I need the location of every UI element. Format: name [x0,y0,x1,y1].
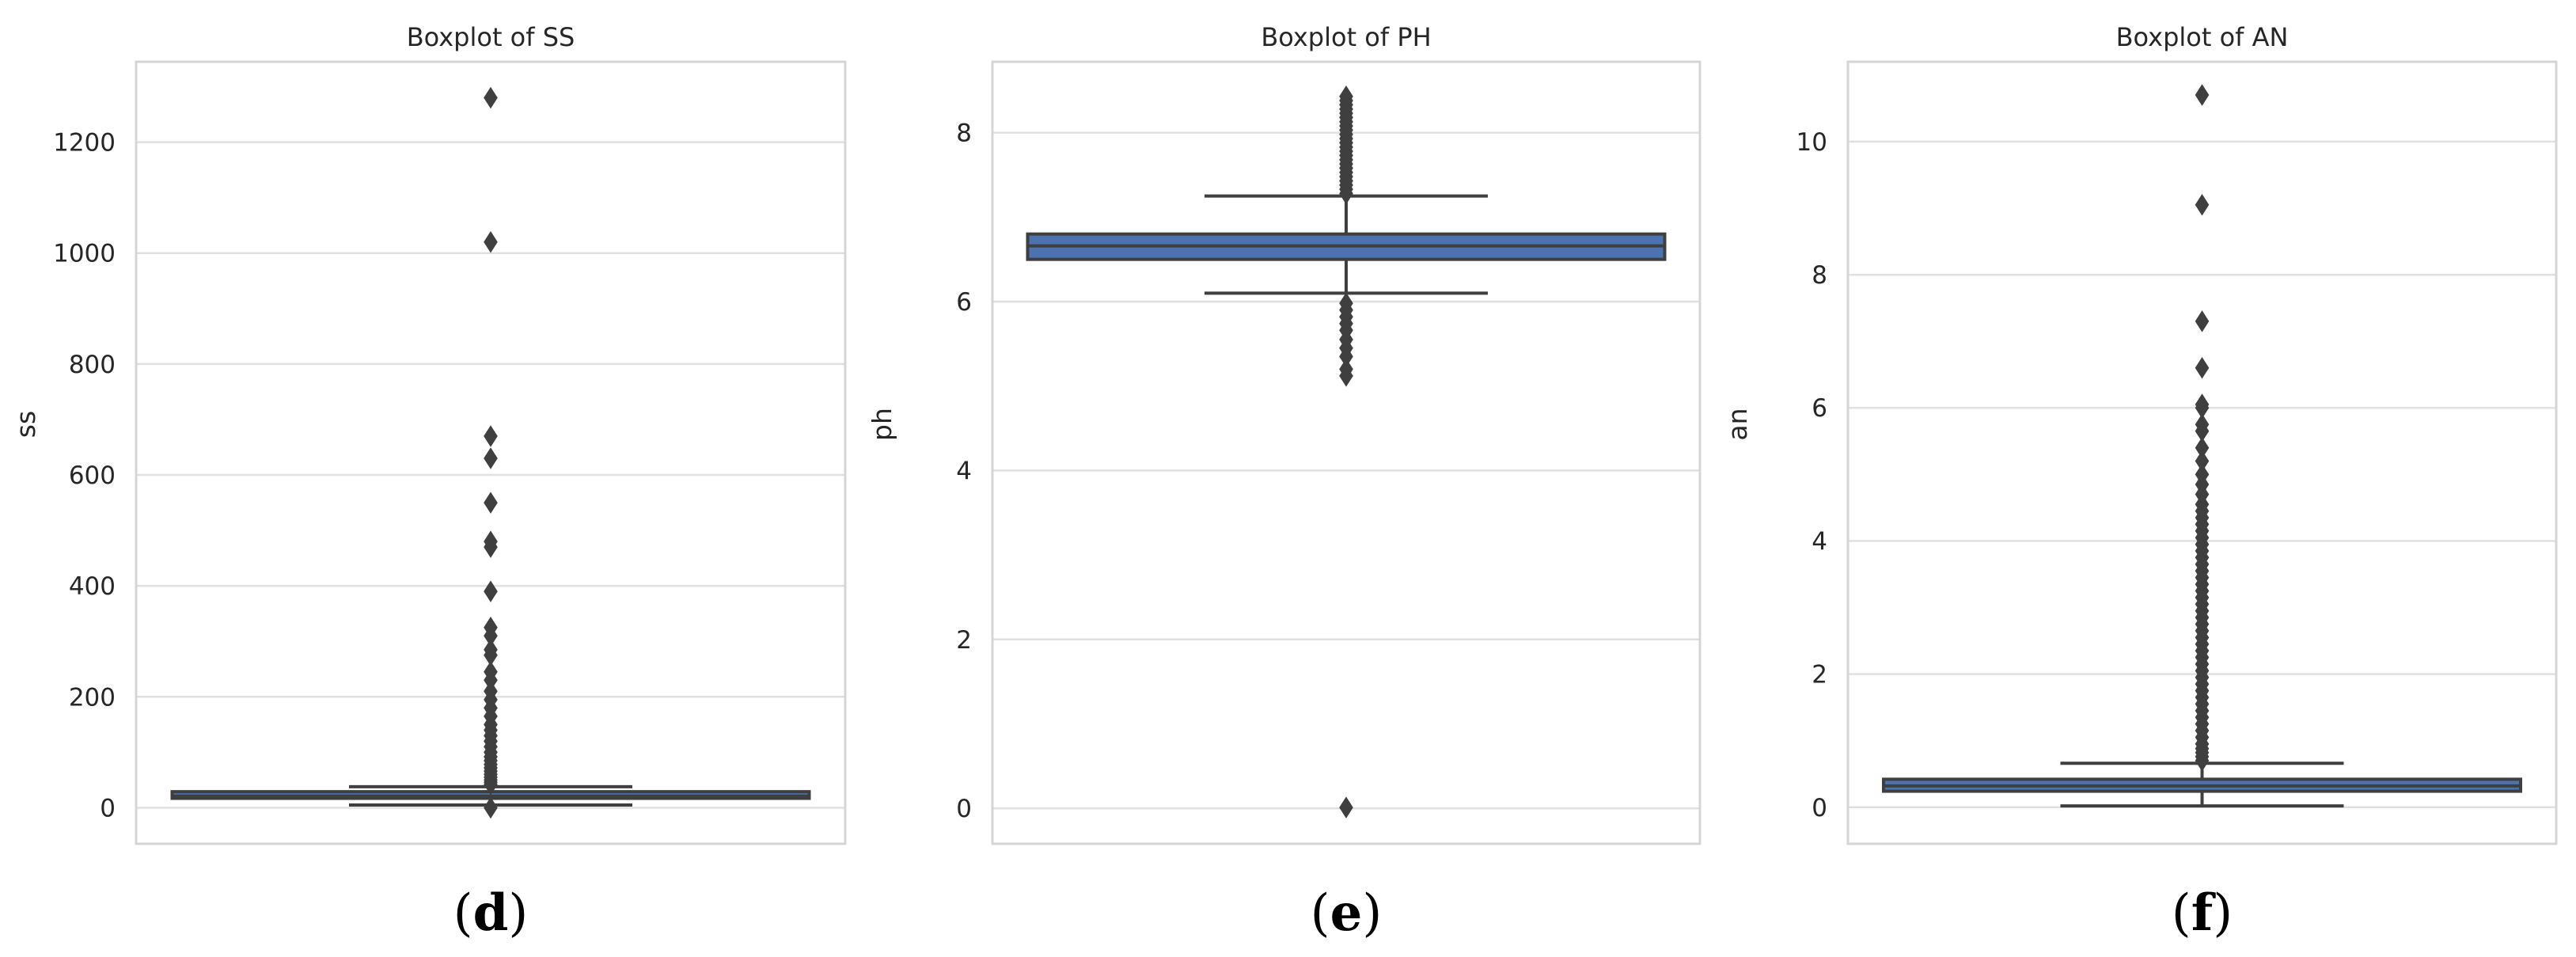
caption-open: ( [453,884,473,943]
y-tick-label: 8 [1812,261,1827,290]
caption-close: ) [508,884,528,943]
axes-frame [135,60,847,845]
y-tick-label: 10 [1796,128,1827,157]
y-tick-label: 6 [1812,394,1827,423]
outlier-point [2195,450,2210,473]
outlier-point [484,796,498,819]
outlier-point [2195,194,2210,216]
panel-an: 0 2 4 6 8 10 Boxplot of AN an (f) [1722,22,2558,943]
caption-letter: f [2191,883,2216,943]
y-tick-label: 0 [1812,794,1827,822]
outlier-point [484,625,498,647]
panel-caption: (f) [2172,883,2233,943]
y-tick-label: 6 [956,288,972,317]
y-axis-label: ss [10,411,41,438]
outlier-point [484,773,498,796]
y-tick-label: 8 [956,120,972,148]
outlier-point [484,230,498,253]
y-axis-label: an [1722,408,1753,440]
y-tick-label: 4 [956,457,972,485]
outlier-point [2195,750,2210,772]
panel-caption: (e) [1311,883,1383,943]
y-tick-label: 600 [69,461,116,490]
panel-ph: 0 2 4 6 8 Boxplot of PH ph (e) [867,22,1702,943]
y-tick-label: 0 [956,795,972,823]
y-tick-label: 1000 [53,240,116,268]
outlier-point [484,644,498,666]
caption-open: ( [1311,884,1330,943]
outlier-point [484,86,498,109]
outlier-point [2195,397,2210,419]
outlier-point [484,447,498,469]
outlier-point [1339,796,1353,818]
caption-letter: d [473,883,509,943]
chart-title: Boxplot of PH [1261,22,1431,52]
outlier-point [2195,357,2210,379]
y-tick-label: 2 [956,626,972,655]
outlier-point [1339,182,1353,205]
outlier-point [1339,365,1353,387]
outlier-point [484,492,498,514]
outlier-point [484,425,498,447]
outlier-point [2195,436,2210,459]
panel-ss: 0 200 400 600 800 1000 1200 Boxplot of SS ss (d) [10,22,847,943]
caption-open: ( [2172,884,2191,943]
outlier-point [2195,310,2210,332]
y-tick-label: 200 [69,683,116,712]
y-tick-label: 2 [1812,661,1827,689]
axes-frame [991,60,1702,845]
chart-title: Boxplot of SS [407,22,575,52]
outlier-point [484,580,498,602]
y-tick-label: 800 [69,351,116,379]
caption-close: ) [2213,884,2233,943]
axes-frame [1846,60,2558,845]
outlier-point [2195,84,2210,106]
panel-caption: (d) [453,883,529,943]
y-tick-label: 0 [100,794,116,822]
outlier-point [2195,420,2210,442]
outlier-point [1339,345,1353,368]
caption-close: ) [1362,884,1382,943]
caption-letter: e [1330,883,1363,943]
outlier-point [484,536,498,558]
y-tick-label: 4 [1812,527,1827,556]
y-axis-label: ph [867,408,897,441]
outlier-point [484,669,498,692]
y-tick-label: 1200 [53,129,116,158]
chart-title: Boxplot of AN [2116,22,2289,52]
y-tick-label: 400 [69,572,116,601]
